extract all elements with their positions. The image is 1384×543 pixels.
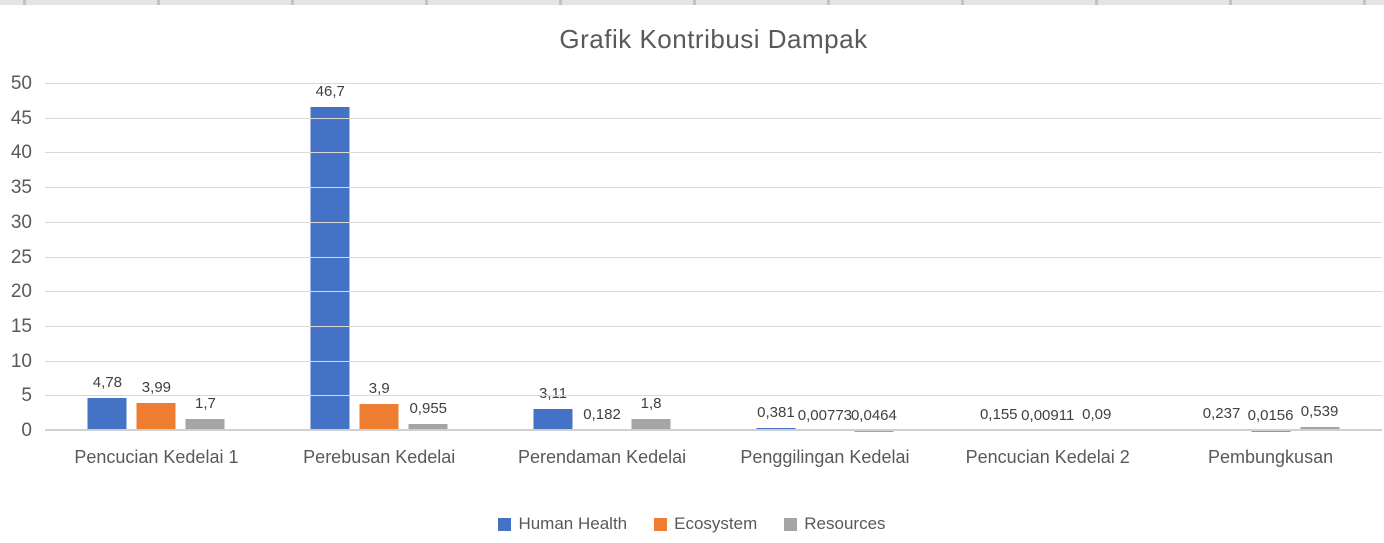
y-axis-tick-label: 5 (21, 385, 32, 407)
bar: 3,9 (359, 380, 399, 431)
y-axis-tick-label: 45 (10, 107, 32, 129)
y-axis-tick-label: 25 (10, 246, 32, 268)
legend-swatch-icon (498, 517, 512, 531)
legend-swatch-icon (784, 517, 798, 531)
category-label: Pencucian Kedelai 2 (965, 447, 1130, 467)
bar-cluster: 46,7 3,9 0,955 (310, 83, 448, 431)
data-label: 0,155 (979, 405, 1018, 423)
legend-label: Resources (804, 514, 886, 533)
y-axis-tick-label: 0 (21, 420, 32, 441)
bar: 46,7 (310, 83, 350, 431)
plot-area: 4,78 3,99 1,7 46,7 3,9 0,955 3,11 0,182 1,8 0,381… (45, 83, 1382, 431)
data-label: 1,7 (194, 395, 216, 413)
x-axis-category-labels: Pencucian Kedelai 1 Perebusan Kedelai Pere… (45, 447, 1382, 468)
data-label: 0,00773 (797, 406, 853, 424)
data-label: 0,09 (1082, 406, 1112, 424)
y-axis: 0 5 10 15 20 25 30 35 40 45 50 (0, 73, 32, 441)
window-top-edge (0, 0, 1384, 5)
bar-cluster: 0,237 0,0156 0,539 (1202, 84, 1340, 431)
x-axis-line (45, 429, 1382, 431)
bar: 3,11 (533, 385, 573, 431)
legend-swatch-icon (654, 517, 668, 531)
gridline (45, 187, 1382, 189)
bar-group: 4,78 3,99 1,7 (45, 84, 268, 431)
y-axis-tick-label: 50 (10, 73, 32, 94)
data-label: 0,955 (409, 400, 448, 418)
data-label: 46,7 (315, 82, 345, 100)
data-label: 4,78 (92, 373, 123, 391)
gridline (45, 291, 1382, 293)
bar-cluster: 4,78 3,99 1,7 (87, 84, 225, 431)
bar-group: 0,381 0,00773 0,0464 (714, 84, 937, 431)
data-label: 1,8 (640, 394, 662, 412)
data-label: 0,539 (1300, 403, 1339, 421)
bar-group: 0,237 0,0156 0,539 (1159, 84, 1382, 431)
category-label: Perebusan Kedelai (303, 447, 456, 467)
bar-cluster: 3,11 0,182 1,8 (533, 84, 671, 431)
data-label: 0,182 (583, 405, 621, 423)
gridline (45, 325, 1382, 327)
category-label: Pencucian Kedelai 1 (74, 447, 239, 467)
category-label: Perendaman Kedelai (518, 447, 687, 467)
legend-item: Human Health (498, 514, 627, 534)
y-axis-tick-label: 40 (10, 142, 32, 164)
legend-label: Human Health (518, 514, 628, 533)
bar: 4,78 (87, 374, 127, 431)
bar-group: 3,11 0,182 1,8 (491, 84, 714, 431)
gridline (45, 360, 1382, 362)
data-label: 0,0464 (850, 406, 897, 424)
y-axis-tick-label: 10 (10, 350, 32, 372)
bar: 1,8 (631, 395, 671, 431)
data-label: 0,0156 (1247, 406, 1294, 424)
bar-groups: 4,78 3,99 1,7 46,7 3,9 0,955 3,11 0,182 1,8 0,381… (45, 83, 1382, 431)
data-label: 0,00911 (1021, 406, 1075, 424)
category-label: Pembungkusan (1208, 447, 1334, 467)
y-axis-tick-label: 30 (10, 211, 32, 233)
data-label: 3,11 (539, 385, 568, 403)
legend-item: Ecosystem (654, 514, 757, 534)
bar-group: 0,155 0,00911 0,09 (936, 84, 1159, 431)
bar-group: 46,7 3,9 0,955 (268, 83, 491, 431)
chart-legend: Human Health Ecosystem Resources (0, 514, 1384, 534)
y-axis-tick-label: 35 (10, 177, 32, 199)
bar: 3,99 (136, 379, 176, 431)
y-axis-tick-label: 15 (10, 315, 32, 337)
category-label: Penggilingan Kedelai (740, 447, 910, 467)
gridline (45, 152, 1382, 154)
y-axis-tick-label: 20 (10, 281, 32, 303)
bar-cluster: 0,155 0,00911 0,09 (979, 84, 1117, 431)
gridline (45, 395, 1382, 397)
gridline (45, 83, 1382, 84)
data-label: 3,9 (368, 379, 390, 397)
bar-cluster: 0,381 0,00773 0,0464 (756, 84, 897, 431)
data-label: 0,381 (757, 404, 795, 422)
data-label: 0,237 (1202, 405, 1241, 423)
bar: 0,955 (408, 400, 448, 431)
chart-title: Grafik Kontribusi Dampak (559, 24, 868, 54)
legend-label: Ecosystem (674, 514, 758, 533)
data-label: 3,99 (141, 379, 172, 397)
gridline (45, 256, 1382, 258)
gridline (45, 221, 1382, 223)
bar: 1,7 (185, 395, 225, 431)
gridline (45, 117, 1382, 119)
legend-item: Resources (784, 514, 886, 534)
